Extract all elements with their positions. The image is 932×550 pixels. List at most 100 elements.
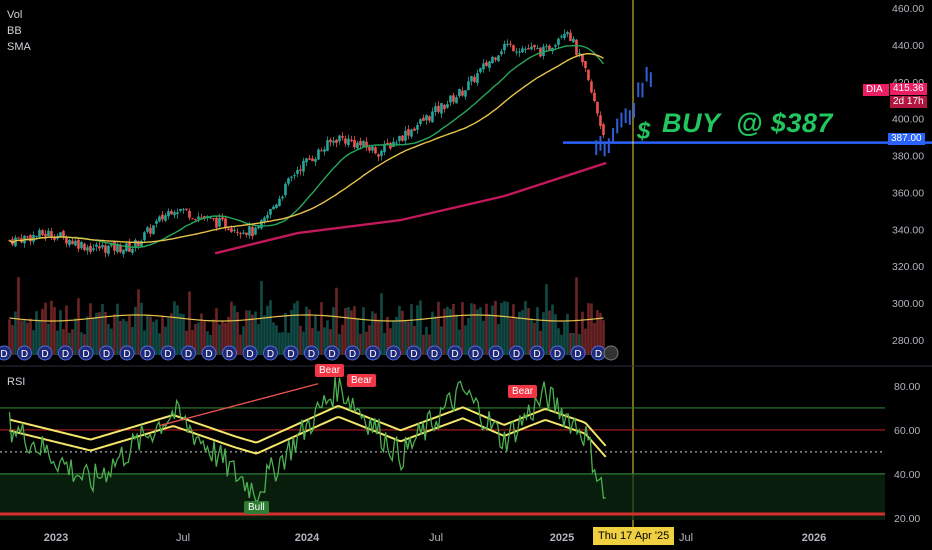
candle-body [275,204,278,208]
volume-bar [347,307,350,355]
candle-body [575,39,578,56]
volume-bar [302,331,305,355]
legend-bb[interactable]: BB [7,25,22,37]
volume-bar [62,329,65,355]
candle-body [236,231,239,233]
dividend-marker-circle [365,345,381,361]
volume-bar [245,310,248,355]
legend-sma[interactable]: SMA [7,41,31,53]
volume-bar [32,330,35,355]
volume-bar [11,325,14,355]
dividend-marker-circle [529,345,545,361]
candlesticks [8,29,605,258]
volume-bar [257,324,260,355]
dividend-marker-label: D [41,349,48,360]
volume-bar [182,314,185,355]
candle-body [119,245,122,253]
volume-bar [332,307,335,355]
dividend-marker-label: D [308,349,315,360]
dividend-marker-label: D [62,349,69,360]
volume-bar [83,333,86,355]
volume-bar [188,291,191,355]
volume-bar [227,316,230,355]
volume-bar [368,325,371,355]
volume-bar [524,301,527,355]
rsi-bear-label-3: Bear [508,385,538,398]
candle-body [569,32,572,41]
volume-bar [446,306,449,355]
volume-bar [164,326,167,355]
volume-bar [452,303,455,355]
candle-body [362,140,365,147]
volume-bar [548,310,551,355]
volume-bar [191,329,194,355]
candle-body [455,97,458,104]
candle-body [251,226,254,237]
candle-body [434,106,437,112]
volume-bar [137,289,140,355]
dividend-marker-circle [447,345,463,361]
volume-bar [275,325,278,355]
volume-bar [68,332,71,355]
candle-body [194,219,197,221]
volume-bar [575,277,578,355]
candle-body [398,136,401,141]
volume-bar [359,333,362,355]
volume-bar [146,315,149,355]
candle-body [179,208,182,211]
volume-bar [200,313,203,355]
volume-bar [92,317,95,355]
symbol-ticker-badge: DIA [863,84,889,96]
candle-body [248,226,251,236]
rsi-tick-label: 60.00 [894,425,920,437]
dividend-marker-circle [406,345,422,361]
candle-body [329,139,332,143]
dividend-marker-label: D [123,349,130,360]
candle-body [530,46,533,50]
price-tick-label: 340.00 [892,224,924,236]
candle-body [197,216,200,220]
volume-bar [287,332,290,355]
candle-body [326,140,329,151]
volume-bar [365,331,368,355]
candle-body [479,68,482,73]
dividend-marker-label: D [164,349,171,360]
volume-bar [173,301,176,355]
volume-bar [41,308,44,355]
candle-body [50,231,53,237]
candle-body [344,138,347,144]
volume-bar [449,309,452,355]
volume-bar [416,305,419,355]
legend-vol[interactable]: Vol [7,9,23,21]
volume-bar [317,330,320,355]
volume-bar [17,277,20,355]
candle-body [593,92,596,102]
dividend-marker-label: D [431,349,438,360]
candle-body [170,211,173,215]
candle-body [374,147,377,154]
volume-bar [278,332,281,355]
candle-body [572,38,575,43]
volume-bar [557,328,560,355]
volume-bar [56,330,59,355]
candle-body [446,104,449,108]
volume-bar [380,293,383,355]
legend-rsi[interactable]: RSI [7,376,26,388]
volume-bar [128,316,131,355]
volume-bar [497,324,500,355]
volume-bar [554,314,557,355]
candle-body [185,208,188,210]
candle-body [599,115,602,127]
candle-body [323,149,326,152]
candle-body [125,243,128,252]
volume-bar [602,320,605,355]
volume-bar [371,311,374,355]
volume-bar [152,321,155,355]
candle-body [536,48,539,50]
volume-bar [134,306,137,355]
volume-bar [584,328,587,355]
countdown-badge: 2d 17h [890,96,927,108]
candle-body [314,158,317,162]
candle-body [515,51,518,53]
volume-bar [329,329,332,355]
